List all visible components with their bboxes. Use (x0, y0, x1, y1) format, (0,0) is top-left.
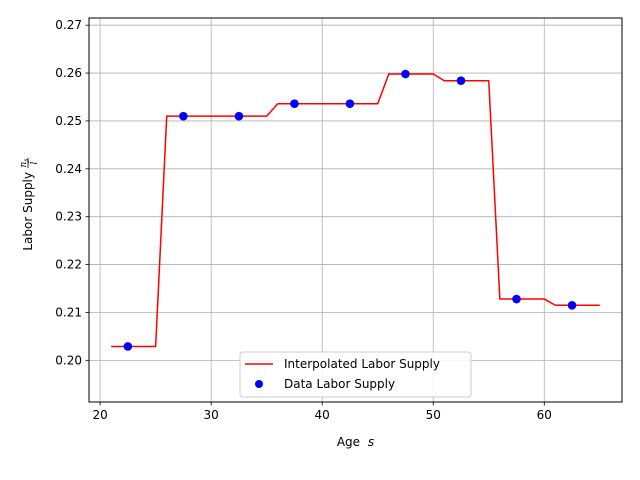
data-point (456, 76, 466, 86)
legend-dot-label: Data Labor Supply (284, 377, 395, 391)
data-point (512, 294, 521, 304)
grid-lines (89, 18, 622, 402)
legend-dot-swatch (255, 380, 263, 388)
data-point (345, 99, 355, 109)
y-tick-label: 0.26 (55, 66, 82, 80)
x-axis-label-text: Age (337, 435, 360, 449)
y-axis-label-fraction: ns l̃ (19, 158, 40, 168)
data-point (567, 300, 577, 310)
y-label-fraction-numerator: ns (19, 159, 30, 168)
y-tick-label: 0.21 (55, 305, 82, 319)
y-tick-label: 0.25 (55, 114, 82, 128)
data-point (234, 111, 244, 121)
y-axis-label: Labor Supply ns l̃ (19, 158, 40, 251)
x-tick-label: 20 (92, 408, 107, 422)
y-axis-ticks: 0.20 0.21 0.22 0.23 0.24 0.25 0.26 0.27 (55, 18, 89, 367)
data-point (123, 342, 133, 351)
x-tick-label: 50 (426, 408, 441, 422)
x-tick-label: 40 (315, 408, 330, 422)
x-axis-label-var: s (368, 435, 374, 449)
y-label-fraction-denominator: l̃ (28, 160, 40, 164)
y-tick-label: 0.27 (55, 18, 82, 32)
y-tick-label: 0.24 (55, 162, 82, 176)
legend-box (239, 351, 472, 398)
y-tick-label: 0.23 (55, 210, 82, 224)
y-axis-label-text: Labor Supply (21, 172, 35, 251)
x-tick-label: 60 (537, 408, 552, 422)
plot-frame (88, 17, 623, 403)
legend: Interpolated Labor Supply Data Labor Sup… (239, 351, 472, 398)
data-point (179, 111, 188, 121)
x-tick-label: 30 (204, 408, 219, 422)
x-axis-ticks: 20 30 40 50 60 (92, 402, 552, 422)
y-tick-label: 0.20 (55, 353, 82, 367)
legend-line-label: Interpolated Labor Supply (284, 357, 440, 371)
y-tick-label: 0.22 (55, 258, 82, 272)
data-point (401, 69, 410, 79)
data-point (290, 99, 299, 109)
x-axis-label: Age s (337, 435, 374, 449)
data-points-series (123, 69, 577, 351)
